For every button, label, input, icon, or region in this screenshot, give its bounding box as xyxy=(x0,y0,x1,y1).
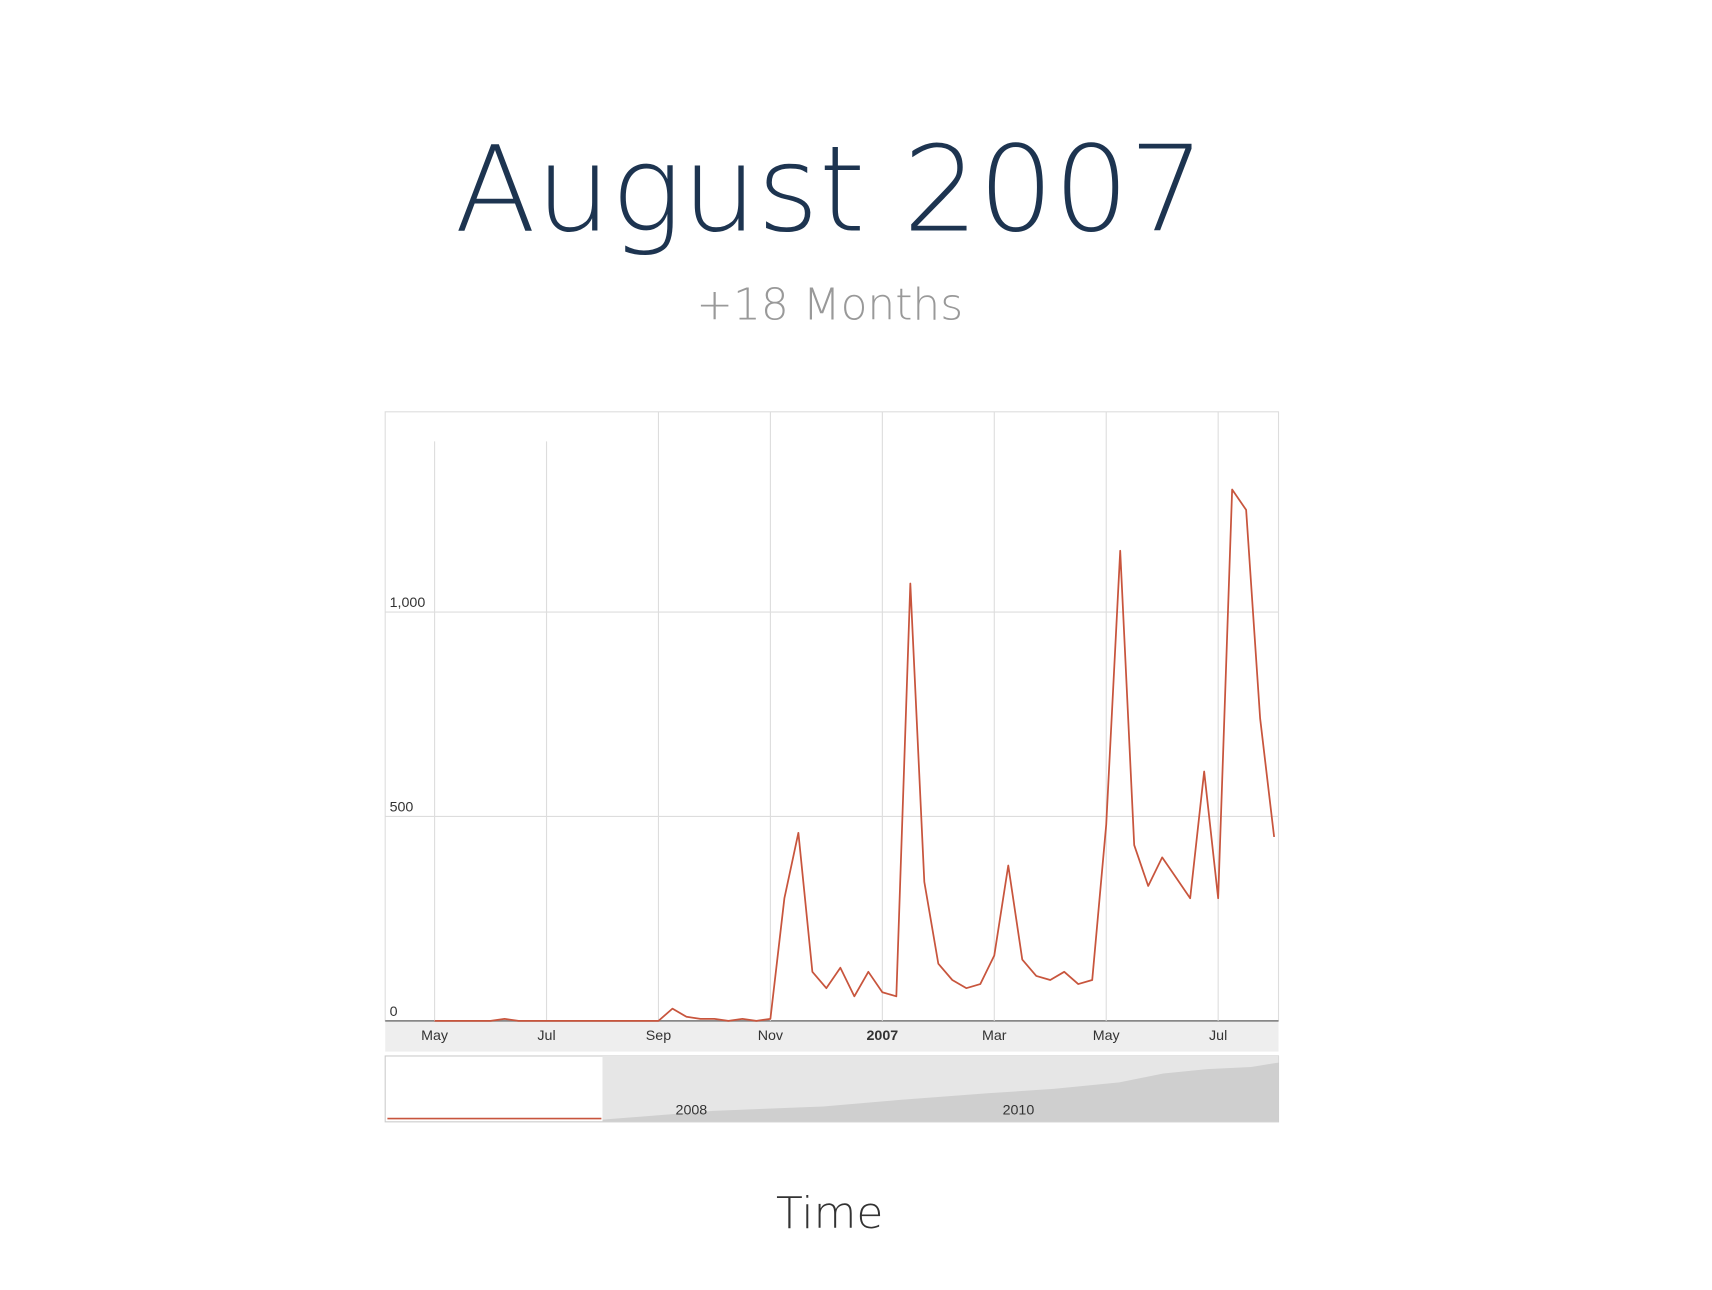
x-tick-label: Nov xyxy=(758,1028,784,1044)
slide-title: August 2007 xyxy=(455,121,1205,259)
x-tick-label: Sep xyxy=(646,1028,671,1044)
y-tick-label: 500 xyxy=(390,799,414,815)
x-axis-band xyxy=(385,1020,1279,1052)
x-axis-title: Time xyxy=(776,1188,883,1239)
x-tick-label: 2007 xyxy=(866,1028,898,1044)
slide-subtitle: +18 Months xyxy=(696,280,963,331)
navigator-label: 2008 xyxy=(676,1103,708,1119)
navigator: 2008 2010 xyxy=(384,1055,1280,1123)
x-tick-label: May xyxy=(421,1028,449,1044)
plot-area xyxy=(384,411,1280,1022)
navigator-area xyxy=(602,1062,1279,1122)
x-tick-label: May xyxy=(1093,1028,1121,1044)
y-tick-label: 1,000 xyxy=(390,595,426,611)
x-tick-label: Jul xyxy=(1209,1028,1227,1044)
data-line xyxy=(434,488,1275,1022)
x-tick-label: Jul xyxy=(537,1028,555,1044)
navigator-label: 2010 xyxy=(1003,1103,1035,1119)
x-tick-label: Mar xyxy=(982,1028,1007,1044)
y-tick-label: 0 xyxy=(390,1004,398,1020)
